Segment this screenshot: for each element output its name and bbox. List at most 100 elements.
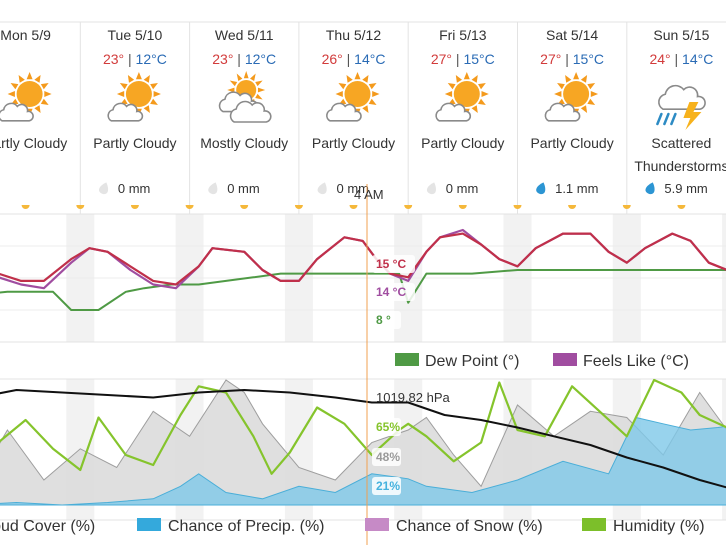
temperature-readout-box <box>372 255 415 273</box>
dew-point-readout: 8 ° <box>376 313 391 327</box>
area-legend: Cloud Cover (%) Chance of Precip. (%) Chan… <box>0 518 705 535</box>
condition-text: Scattered <box>651 135 711 151</box>
day-column: Thu 5/12 26° | 14°C Partly Cloudy 0 mm <box>294 27 395 209</box>
sun-cloud-icon <box>435 72 489 122</box>
thunderstorm-icon <box>656 84 706 130</box>
precip-chance-readout-box <box>372 477 401 495</box>
legend-label: Dew Point (°) <box>425 353 519 370</box>
precip-amount: 0 mm <box>446 181 479 196</box>
condition-text: Partly Cloudy <box>421 135 504 151</box>
humidity-line <box>0 378 726 475</box>
temperature-panel <box>0 228 726 311</box>
low-temp: 12°C <box>136 51 167 67</box>
precip-amount: 0 mm <box>227 181 260 196</box>
sun-marker-icon <box>294 205 303 209</box>
day-name: Mon 5/9 <box>0 27 51 43</box>
day-column: Fri 5/13 27° | 15°C Partly Cloudy 0 mm <box>404 27 504 209</box>
day-column: Sat 5/14 27° | 15°C Partly Cloudy 1.1 mm <box>513 27 614 209</box>
high-temp: 27° <box>540 51 561 67</box>
day-name: Fri 5/13 <box>439 27 487 43</box>
drop-gray-icon <box>98 182 109 195</box>
sun-marker-icon <box>622 205 631 209</box>
temperature-legend: Dew Point (°) Feels Like (°C) <box>395 353 689 370</box>
pressure-line <box>0 389 726 489</box>
temp-separator: | <box>671 51 682 67</box>
low-temp: 15°C <box>463 51 494 67</box>
day-column: Wed 5/11 23° | 12°C Mostly Cloudy 0 mm <box>185 27 288 209</box>
low-temp: 15°C <box>573 51 604 67</box>
dew-point-line <box>0 269 726 311</box>
cloud-sun-icon <box>218 71 272 123</box>
day-column: Sun 5/15 24° | 14°C Scattered Thunderstorms… <box>622 27 726 209</box>
precip-amount: 5.9 mm <box>664 181 707 196</box>
sun-cloud-icon <box>326 72 380 122</box>
cloud-cover-readout: 48% <box>376 450 400 464</box>
sun-marker-icon <box>458 205 467 209</box>
temp-separator: | <box>124 51 135 67</box>
sun-cloud-icon <box>0 72 52 122</box>
humidity-readout: 65% <box>376 420 400 434</box>
sun-cloud-icon <box>107 72 161 122</box>
high-temp: 23° <box>103 51 124 67</box>
sun-marker-icon <box>130 205 139 209</box>
value-readouts: 15 °C 14 °C 8 ° 1019.82 hPa 65% 48% 21% <box>372 255 451 495</box>
sun-marker-icon <box>21 205 30 209</box>
high-temp: 27° <box>431 51 452 67</box>
sun-marker-icon <box>185 205 194 209</box>
legend-swatch <box>365 518 389 531</box>
high-temp: 26° <box>322 51 343 67</box>
sun-marker-icon <box>349 205 358 209</box>
legend-label: Humidity (%) <box>613 518 705 535</box>
drop-gray-icon <box>317 182 327 195</box>
temp-separator: | <box>452 51 463 67</box>
condition-text: Partly Cloudy <box>0 135 67 151</box>
day-temps: 27° | 15°C <box>431 51 495 67</box>
temp-separator: | <box>343 51 354 67</box>
pressure-readout: 1019.82 hPa <box>376 390 451 405</box>
condition-text: Partly Cloudy <box>530 135 613 151</box>
day-temps: 26° | 14°C <box>322 51 386 67</box>
feels-like-readout-box <box>372 283 415 301</box>
day-temps: 23° | 12°C <box>103 51 167 67</box>
day-temps: 23° | 12°C <box>212 51 276 67</box>
legend-swatch <box>137 518 161 531</box>
sun-marker-icon <box>404 205 413 209</box>
day-name: Tue 5/10 <box>108 27 163 43</box>
day-column: Tue 5/10 23° | 12°C Partly Cloudy 0 mm <box>76 27 177 209</box>
precip-chance-readout: 21% <box>376 479 400 493</box>
day-name: Sat 5/14 <box>546 27 598 43</box>
legend-label: Chance of Snow (%) <box>396 518 543 535</box>
day-column: Mon 5/9 Partly Cloudy <box>0 27 67 209</box>
legend-swatch <box>395 353 419 366</box>
legend-swatch <box>553 353 577 366</box>
dew-point-readout-box <box>372 311 401 329</box>
condition-text: Mostly Cloudy <box>200 135 288 151</box>
temp-separator: | <box>561 51 572 67</box>
sun-cloud-icon <box>544 72 599 122</box>
temperature-readout: 15 °C <box>376 257 406 271</box>
legend-label: Feels Like (°C) <box>583 353 689 370</box>
precip-chance-area <box>0 416 726 506</box>
temperature-line <box>0 232 726 286</box>
precip-amount: 0 mm <box>337 181 370 196</box>
condition-text: Partly Cloudy <box>93 135 176 151</box>
day-header-row: Mon 5/9 Partly Cloudy Tue 5/10 23° | 12°C Pa… <box>0 27 726 209</box>
condition-text: Partly Cloudy <box>312 135 395 151</box>
humidity-precip-panel <box>0 378 726 506</box>
day-name: Wed 5/11 <box>215 27 274 43</box>
current-time-label: 4 AM <box>354 187 384 202</box>
low-temp: 14°C <box>682 51 713 67</box>
drop-blue-icon <box>536 182 546 195</box>
condition-text: Thunderstorms <box>634 158 726 174</box>
temp-separator: | <box>233 51 244 67</box>
drop-gray-icon <box>426 182 436 195</box>
drop-blue-icon <box>645 182 655 195</box>
legend-swatch <box>582 518 606 531</box>
sun-marker-icon <box>513 205 522 209</box>
humidity-readout-box <box>372 418 401 436</box>
legend-label: Cloud Cover (%) <box>0 518 95 535</box>
day-name: Sun 5/15 <box>653 27 709 43</box>
legend-label: Chance of Precip. (%) <box>168 518 325 535</box>
high-temp: 24° <box>649 51 670 67</box>
